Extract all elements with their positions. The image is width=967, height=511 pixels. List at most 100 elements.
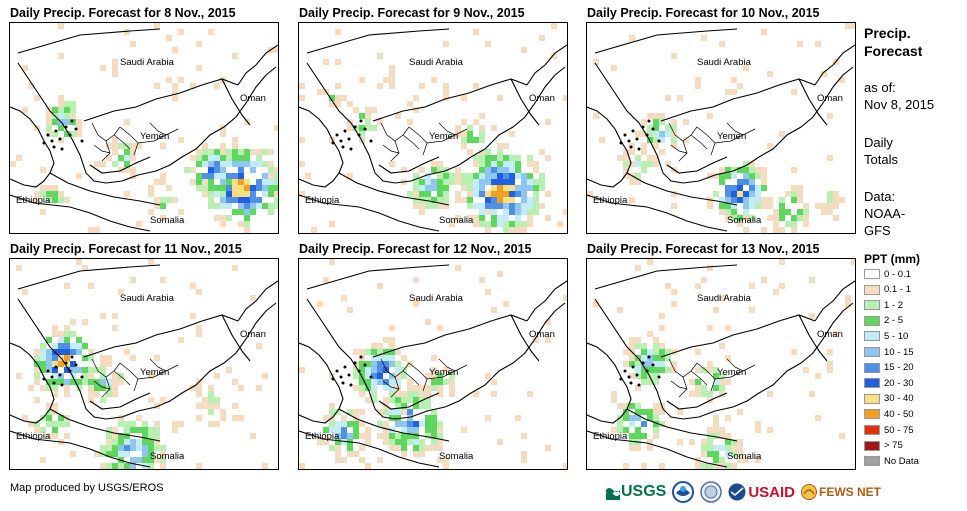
legend-swatch — [864, 393, 880, 404]
legend-label: 0.1 - 1 — [884, 284, 911, 296]
footer-credit: Map produced by USGS/EROS — [10, 482, 164, 494]
map-label-oman: Oman — [529, 329, 555, 340]
legend-title-line1: Precip. — [864, 25, 911, 41]
map-svg — [587, 259, 855, 469]
map-label-saudi: Saudi Arabia — [697, 57, 751, 68]
panel-title-6: Daily Precip. Forecast for 13 Nov., 2015 — [587, 242, 820, 256]
legend-totals-line1: Daily — [864, 135, 893, 150]
map-label-somalia: Somalia — [727, 215, 762, 226]
map-label-saudi: Saudi Arabia — [697, 293, 751, 304]
legend-asof-line2: Nov 8, 2015 — [864, 97, 935, 112]
map-label-somalia: Somalia — [150, 451, 185, 462]
map-label-oman: Oman — [240, 329, 266, 340]
map-label-ethiopia: Ethiopia — [305, 431, 340, 442]
panel-title-1: Daily Precip. Forecast for 8 Nov., 2015 — [10, 6, 236, 20]
map-svg — [10, 23, 278, 233]
map-svg — [10, 259, 278, 469]
legend-totals-line2: Totals — [864, 152, 898, 167]
legend-swatch — [864, 409, 880, 420]
legend-data-line3: GFS — [864, 223, 891, 238]
map-label-oman: Oman — [817, 329, 843, 340]
panel-title-2: Daily Precip. Forecast for 9 Nov., 2015 — [299, 6, 525, 20]
noaa-seal-icon — [672, 481, 695, 503]
legend-label: 1 - 2 — [884, 299, 904, 311]
fewsnet-logo: FEWS NET — [801, 484, 881, 500]
map-label-ethiopia: Ethiopia — [593, 431, 628, 442]
map-label-saudi: Saudi Arabia — [409, 293, 463, 304]
legend-swatch — [864, 456, 880, 467]
legend-item: 15 - 20 — [864, 362, 914, 374]
legend-item: 10 - 15 — [864, 346, 914, 358]
legend-swatch — [864, 269, 880, 279]
legend-swatch — [864, 331, 880, 342]
map-svg — [587, 23, 855, 233]
usaid-seal-icon — [728, 483, 746, 501]
legend-label: 10 - 15 — [884, 346, 914, 358]
logo-strip: USGS USAID FEWS NET — [606, 479, 881, 505]
map-label-yemen: Yemen — [140, 131, 170, 142]
map-label-somalia: Somalia — [727, 451, 762, 462]
legend-swatch — [864, 425, 880, 435]
map-label-yemen: Yemen — [717, 367, 747, 378]
map-panel-3: Saudi Arabia Oman Yemen Ethiopia Somalia — [586, 22, 856, 234]
legend-item: 50 - 75 — [864, 424, 914, 436]
fewsnet-icon — [801, 484, 818, 500]
legend-item: 0.1 - 1 — [864, 284, 911, 296]
legend-item: 20 - 30 — [864, 377, 914, 389]
legend-title-line2: Forecast — [864, 43, 923, 59]
legend-item: 2 - 5 — [864, 315, 903, 327]
fewsnet-logo-text: FEWS NET — [819, 485, 882, 499]
map-label-oman: Oman — [240, 93, 266, 104]
map-label-somalia: Somalia — [150, 215, 185, 226]
usgs-logo-text: USGS — [621, 483, 667, 500]
map-panel-6: Saudi Arabia Oman Yemen Ethiopia Somalia — [586, 258, 856, 470]
map-label-saudi: Saudi Arabia — [120, 57, 174, 68]
legend-swatch — [864, 284, 880, 295]
map-panel-1: Saudi Arabia Oman Yemen Ethiopia Somalia — [9, 22, 279, 234]
legend-swatch — [864, 347, 880, 357]
legend-data-line2: NOAA- — [864, 206, 906, 221]
legend-title: Precip. Forecast — [864, 24, 922, 60]
usgs-logo: USGS — [606, 483, 666, 501]
map-panel-4: Saudi Arabia Oman Yemen Ethiopia Somalia — [9, 258, 279, 470]
legend-item: No Data — [864, 455, 919, 467]
map-svg — [299, 259, 567, 469]
legend-label: 2 - 5 — [884, 315, 904, 327]
map-label-somalia: Somalia — [439, 451, 474, 462]
map-label-yemen: Yemen — [429, 367, 459, 378]
map-label-yemen: Yemen — [717, 131, 747, 142]
legend-label: 0 - 0.1 — [884, 268, 911, 280]
legend-swatch — [864, 300, 880, 311]
map-label-ethiopia: Ethiopia — [305, 195, 340, 206]
legend-label: No Data — [884, 455, 919, 467]
legend-item: 0 - 0.1 — [864, 268, 911, 280]
map-label-saudi: Saudi Arabia — [120, 293, 174, 304]
map-label-yemen: Yemen — [429, 131, 459, 142]
legend-asof-line1: as of: — [864, 80, 896, 95]
panel-title-5: Daily Precip. Forecast for 12 Nov., 2015 — [299, 242, 532, 256]
legend-label: 5 - 10 — [884, 330, 909, 342]
legend-totals: Daily Totals — [864, 134, 898, 168]
map-label-somalia: Somalia — [439, 215, 474, 226]
legend-label: 20 - 30 — [884, 377, 914, 389]
legend-item: 5 - 10 — [864, 330, 908, 342]
legend-item: 30 - 40 — [864, 393, 914, 405]
map-label-ethiopia: Ethiopia — [16, 195, 51, 206]
panel-title-4: Daily Precip. Forecast for 11 Nov., 2015 — [10, 242, 242, 256]
map-label-oman: Oman — [817, 93, 843, 104]
map-label-saudi: Saudi Arabia — [409, 57, 463, 68]
legend-data-line1: Data: — [864, 189, 896, 204]
map-panel-5: Saudi Arabia Oman Yemen Ethiopia Somalia — [298, 258, 568, 470]
legend-swatch — [864, 315, 880, 326]
legend-item: 1 - 2 — [864, 299, 903, 311]
fews-seal-icon — [700, 481, 723, 503]
legend-item: > 75 — [864, 440, 903, 452]
legend-label: > 75 — [884, 440, 903, 452]
panel-title-3: Daily Precip. Forecast for 10 Nov., 2015 — [587, 6, 820, 20]
map-svg — [299, 23, 567, 233]
usaid-logo: USAID — [728, 483, 795, 501]
legend-asof: as of: Nov 8, 2015 — [864, 79, 934, 113]
legend-label: 30 - 40 — [884, 393, 914, 405]
map-label-ethiopia: Ethiopia — [16, 431, 51, 442]
legend-label: 50 - 75 — [884, 424, 914, 436]
